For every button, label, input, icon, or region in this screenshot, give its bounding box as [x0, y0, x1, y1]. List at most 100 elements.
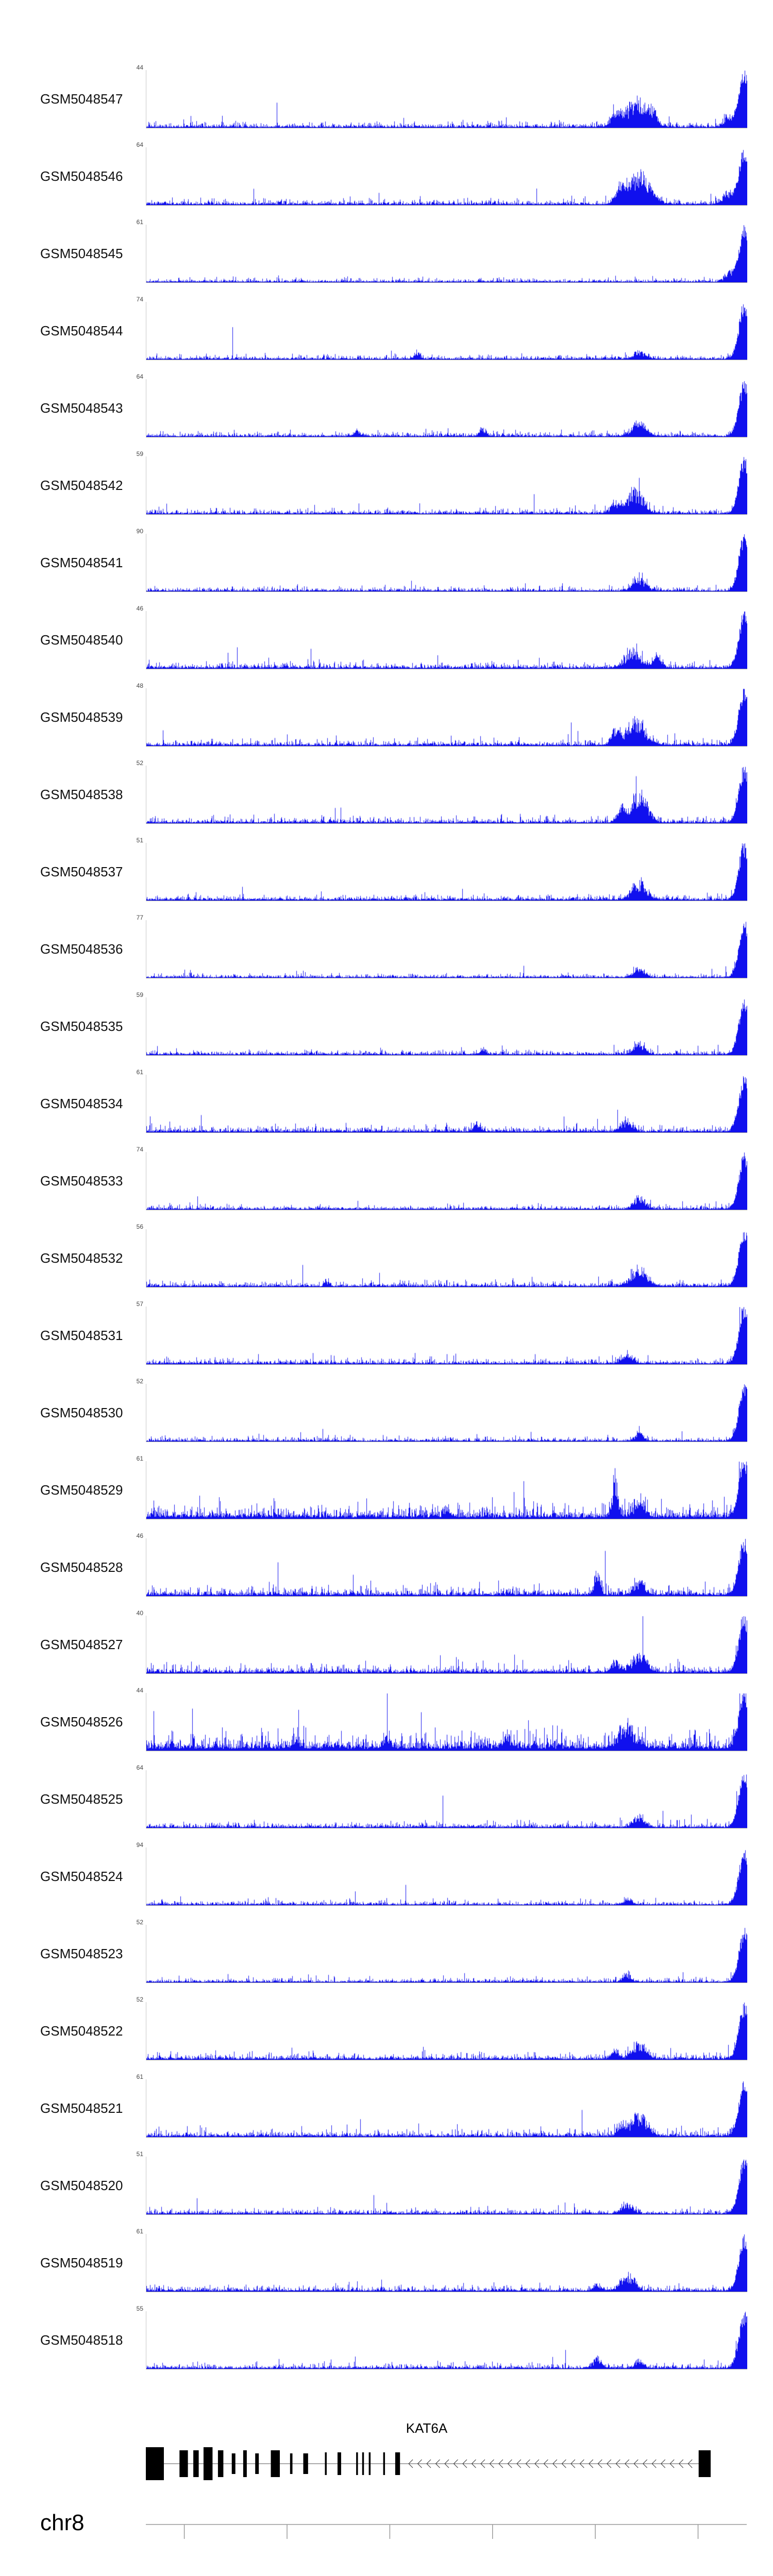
strand-arrow-icon [687, 2459, 693, 2468]
strand-arrow-icon [669, 2459, 675, 2468]
strand-arrow-icon [633, 2459, 638, 2468]
track-ymax-label: 48 [136, 682, 143, 689]
track-signal-canvas [146, 225, 747, 282]
track-ymax-label: 44 [136, 1687, 143, 1694]
strand-arrow-icon [516, 2459, 522, 2468]
track-signal-canvas [146, 1075, 747, 1132]
track-label: GSM5048521 [40, 2100, 123, 2116]
strand-arrow-icon [435, 2459, 440, 2468]
coverage-track-row: GSM5048536 77 [0, 912, 773, 989]
coverage-track-row: GSM5048522 52 [0, 1994, 773, 2071]
exon-box [193, 2450, 199, 2477]
track-plot-area [146, 2311, 747, 2369]
coverage-track-row: GSM5048534 61 [0, 1066, 773, 1144]
exon-box [383, 2452, 385, 2475]
coverage-track-row: GSM5048540 46 [0, 603, 773, 680]
track-label: GSM5048540 [40, 632, 123, 648]
track-ymax-label: 90 [136, 528, 143, 535]
track-ymax-label: 46 [136, 605, 143, 612]
strand-arrow-icon [480, 2459, 485, 2468]
strand-arrow-icon [525, 2459, 530, 2468]
track-signal-canvas [146, 1229, 747, 1287]
track-label: GSM5048538 [40, 786, 123, 802]
strand-arrow-icon [462, 2459, 467, 2468]
track-plot-area [146, 70, 747, 128]
track-plot-area [146, 1229, 747, 1287]
track-label: GSM5048535 [40, 1018, 123, 1034]
track-signal-canvas [146, 920, 747, 978]
track-label: GSM5048531 [40, 1327, 123, 1343]
track-label: GSM5048520 [40, 2177, 123, 2193]
track-ymax-label: 64 [136, 1764, 143, 1771]
track-plot-area [146, 1925, 747, 1983]
strand-arrow-icon [561, 2459, 566, 2468]
coverage-track-row: GSM5048519 61 [0, 2226, 773, 2303]
coverage-track-row: GSM5048528 46 [0, 1530, 773, 1607]
coverage-track-row: GSM5048539 48 [0, 680, 773, 757]
coverage-track-row: GSM5048546 64 [0, 139, 773, 216]
track-signal-canvas [146, 1693, 747, 1751]
coverage-track-row: GSM5048537 51 [0, 835, 773, 912]
track-signal-canvas [146, 688, 747, 746]
genomic-ruler [146, 2524, 747, 2539]
track-plot-area [146, 456, 747, 515]
track-signal-canvas [146, 1384, 747, 1442]
strand-arrow-icon [408, 2459, 413, 2468]
strand-arrow-icon [589, 2459, 594, 2468]
coverage-track-row: GSM5048523 52 [0, 1917, 773, 1994]
strand-arrow-icon [444, 2459, 449, 2468]
track-ymax-label: 44 [136, 64, 143, 71]
track-plot-area [146, 2234, 747, 2292]
track-label: GSM5048537 [40, 863, 123, 879]
track-signal-canvas [146, 379, 747, 437]
exon-box [146, 2447, 164, 2480]
strand-arrow-icon [498, 2459, 503, 2468]
track-plot-area [146, 688, 747, 747]
track-label: GSM5048519 [40, 2255, 123, 2270]
track-signal-canvas [146, 147, 747, 205]
track-plot-area [146, 379, 747, 437]
track-plot-area [146, 920, 747, 978]
coverage-track-row: GSM5048533 74 [0, 1144, 773, 1221]
track-plot-area [146, 2157, 747, 2215]
track-signal-canvas [146, 2311, 747, 2369]
strand-arrow-icon [643, 2459, 648, 2468]
track-signal-canvas [146, 1616, 747, 1673]
gene-name-label: KAT6A [406, 2420, 448, 2436]
track-label: GSM5048534 [40, 1095, 123, 1111]
track-label: GSM5048533 [40, 1173, 123, 1189]
track-label: GSM5048522 [40, 2023, 123, 2039]
track-signal-canvas [146, 2157, 747, 2214]
track-signal-canvas [146, 534, 747, 591]
track-ymax-label: 94 [136, 1841, 143, 1849]
track-label: GSM5048543 [40, 400, 123, 416]
strand-arrow-icon [507, 2459, 512, 2468]
track-plot-area [146, 1384, 747, 1442]
track-signal-canvas [146, 2079, 747, 2137]
track-plot-area [146, 1848, 747, 1906]
track-plot-area [146, 1538, 747, 1597]
coverage-track-row: GSM5048531 57 [0, 1298, 773, 1376]
exon-box [231, 2453, 236, 2474]
coverage-track-row: GSM5048520 51 [0, 2148, 773, 2226]
track-plot-area [146, 1152, 747, 1210]
exon-box [217, 2450, 224, 2477]
coverage-track-row: GSM5048521 61 [0, 2071, 773, 2148]
track-plot-area [146, 1461, 747, 1519]
track-plot-area [146, 997, 747, 1056]
track-label: GSM5048536 [40, 941, 123, 957]
track-ymax-label: 64 [136, 373, 143, 380]
strand-arrow-icon [426, 2459, 431, 2468]
exon-box [243, 2450, 247, 2477]
chromosome-label: chr8 [40, 2510, 85, 2535]
exon-box [255, 2453, 259, 2474]
track-signal-canvas [146, 1461, 747, 1519]
track-ymax-label: 74 [136, 1146, 143, 1153]
strand-arrow-icon [570, 2459, 576, 2468]
track-signal-canvas [146, 1770, 747, 1828]
track-plot-area [146, 843, 747, 901]
exon-box [368, 2452, 371, 2475]
track-ymax-label: 52 [136, 759, 143, 767]
track-ymax-label: 74 [136, 296, 143, 303]
